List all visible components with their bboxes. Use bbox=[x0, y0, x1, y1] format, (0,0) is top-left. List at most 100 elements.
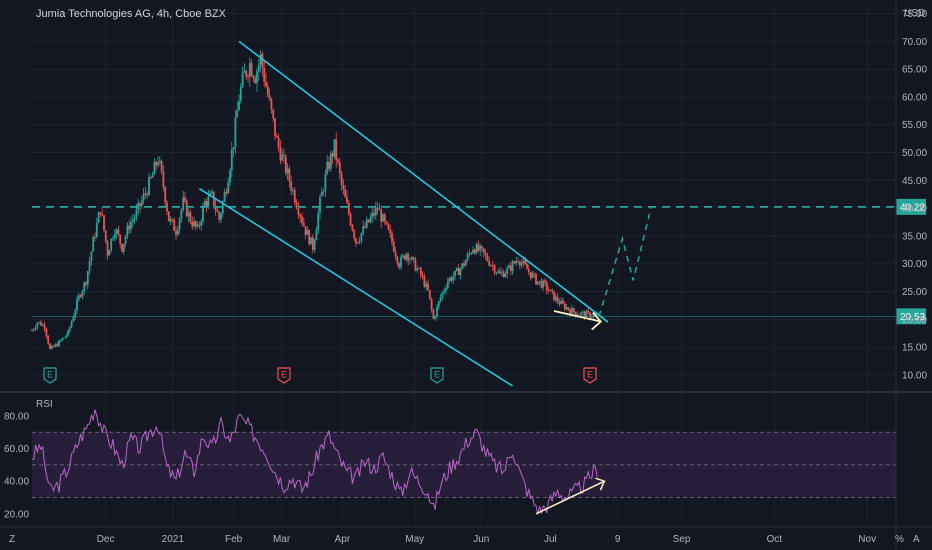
candle-body bbox=[272, 109, 275, 119]
candle-body bbox=[562, 300, 564, 304]
candle-body bbox=[506, 268, 509, 274]
candle-body bbox=[432, 309, 435, 319]
time-tick-label: Feb bbox=[225, 534, 243, 545]
candle-body bbox=[457, 268, 460, 276]
candle-body bbox=[558, 301, 561, 304]
candle-body bbox=[464, 260, 467, 266]
candle-body bbox=[265, 81, 267, 87]
candle-body bbox=[270, 98, 273, 110]
candle-body bbox=[254, 78, 257, 83]
candle-body bbox=[241, 72, 244, 87]
candle-body bbox=[40, 322, 42, 326]
auto-scale-button[interactable]: A bbox=[913, 534, 920, 545]
candle-body bbox=[149, 177, 152, 179]
candle-body bbox=[274, 118, 276, 137]
candle-body bbox=[86, 271, 89, 285]
candle-body bbox=[495, 272, 498, 274]
candle-body bbox=[347, 202, 350, 215]
candle-body bbox=[412, 257, 415, 259]
candle-body bbox=[576, 314, 579, 316]
time-tick-label: Oct bbox=[767, 534, 783, 545]
goto-button[interactable]: Z bbox=[9, 534, 15, 545]
candle-body bbox=[239, 86, 242, 101]
candle-body bbox=[436, 306, 438, 317]
candle-body bbox=[376, 207, 379, 210]
candle-body bbox=[158, 160, 161, 163]
candle-body bbox=[223, 191, 226, 202]
candle-body bbox=[446, 281, 449, 289]
candle-body bbox=[200, 221, 203, 226]
candle-body bbox=[34, 327, 37, 330]
candle-body bbox=[281, 154, 284, 161]
candle-body bbox=[383, 214, 386, 222]
candle-body bbox=[580, 312, 582, 315]
candle-body bbox=[301, 216, 303, 223]
candle-body bbox=[554, 296, 557, 301]
candle-body bbox=[83, 282, 86, 292]
candle-body bbox=[589, 312, 591, 318]
candle-body bbox=[356, 242, 359, 244]
candle-body bbox=[119, 234, 122, 244]
candle-body bbox=[218, 212, 221, 220]
candle-body bbox=[77, 295, 80, 300]
candle-body bbox=[101, 213, 104, 216]
candle-body bbox=[497, 271, 500, 273]
price-tick-label: 40.00 bbox=[902, 204, 927, 215]
percent-scale-button[interactable]: % bbox=[895, 534, 904, 545]
price-tick-label: 65.00 bbox=[902, 65, 927, 76]
candle-body bbox=[517, 261, 519, 262]
candle-body bbox=[207, 196, 210, 207]
candle-body bbox=[394, 251, 397, 257]
candle-body bbox=[572, 308, 575, 312]
candle-body bbox=[112, 238, 114, 240]
candle-body bbox=[535, 273, 537, 285]
candle-body bbox=[259, 54, 262, 65]
candle-body bbox=[38, 322, 41, 323]
candle-body bbox=[574, 311, 577, 315]
candle-body bbox=[311, 237, 314, 251]
candle-body bbox=[171, 218, 174, 220]
candle-body bbox=[450, 277, 453, 281]
candle-body bbox=[108, 250, 111, 256]
candle-body bbox=[488, 260, 491, 266]
candle-body bbox=[238, 100, 240, 111]
candle-body bbox=[526, 264, 528, 270]
candle-body bbox=[342, 184, 345, 190]
candle-body bbox=[358, 240, 361, 243]
candle-body bbox=[47, 336, 50, 344]
price-tick-label: 55.00 bbox=[902, 120, 927, 131]
candle-body bbox=[563, 303, 566, 310]
candle-body bbox=[113, 233, 116, 239]
candle-body bbox=[203, 201, 206, 207]
candle-body bbox=[409, 259, 411, 261]
rsi-title: RSI bbox=[36, 399, 53, 410]
candle-body bbox=[529, 271, 532, 278]
candle-body bbox=[553, 291, 555, 301]
candle-body bbox=[92, 236, 95, 252]
candle-body bbox=[212, 191, 215, 207]
candle-body bbox=[103, 215, 105, 231]
candle-body bbox=[248, 62, 251, 77]
candle-body bbox=[61, 338, 64, 341]
last-price-badge bbox=[896, 308, 926, 325]
candle-body bbox=[148, 177, 150, 196]
candle-body bbox=[430, 298, 433, 310]
candle-body bbox=[527, 269, 530, 272]
candle-body bbox=[536, 281, 539, 285]
candle-body bbox=[353, 230, 356, 239]
candle-body bbox=[117, 229, 120, 235]
candle-body bbox=[455, 268, 458, 271]
candle-body bbox=[182, 197, 185, 210]
candle-body bbox=[509, 265, 512, 271]
candle-body bbox=[58, 340, 60, 347]
candle-body bbox=[65, 335, 68, 338]
candle-body bbox=[329, 153, 332, 169]
candle-body bbox=[85, 282, 87, 285]
candle-body bbox=[167, 211, 170, 222]
time-tick-label: Apr bbox=[335, 534, 351, 545]
candle-body bbox=[378, 209, 381, 211]
candle-body bbox=[425, 283, 428, 287]
candle-body bbox=[418, 268, 420, 269]
